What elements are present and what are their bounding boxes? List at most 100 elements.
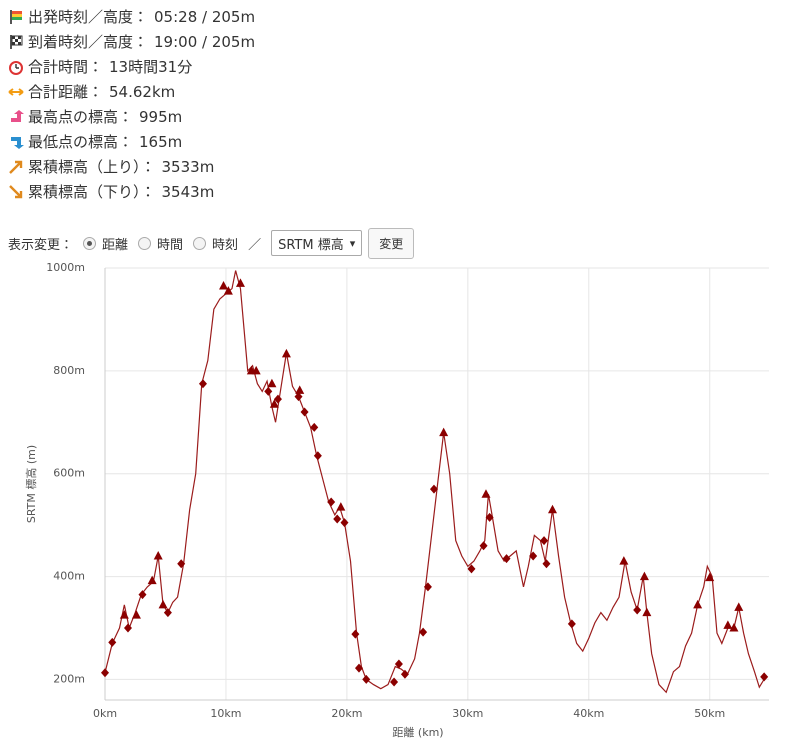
value: 3533m: [161, 157, 215, 176]
label: 合計距離：: [28, 83, 104, 101]
triangle-marker: [158, 599, 168, 609]
triangle-marker: [439, 427, 449, 437]
diamond-marker: [264, 386, 273, 396]
triangle-marker: [219, 281, 229, 290]
radio[interactable]: [138, 236, 152, 250]
diamond-marker: [177, 559, 186, 569]
x-tick-label: 10km: [210, 707, 241, 720]
triangle-marker: [693, 599, 703, 609]
triangle-marker: [281, 348, 291, 358]
start-icon: [10, 9, 22, 24]
diamond-marker: [542, 559, 551, 569]
descent-icon: [9, 184, 23, 198]
y-axis-title: SRTM 標高 (m): [24, 445, 38, 523]
label: 累積標高（下り）：: [28, 183, 156, 201]
value: 13時間31分: [109, 58, 193, 76]
diamond-marker: [300, 407, 309, 417]
radio[interactable]: [193, 236, 207, 250]
radio-label[interactable]: 時刻: [212, 237, 239, 253]
diamond-marker: [340, 518, 349, 528]
diamond-marker: [294, 392, 303, 402]
diamond-marker: [419, 627, 428, 637]
diamond-marker: [390, 677, 399, 687]
triangle-marker: [119, 610, 129, 619]
diamond-marker: [163, 608, 172, 618]
y-tick-label: 600m: [53, 467, 85, 480]
value: 995m: [139, 107, 183, 126]
triangle-marker: [642, 607, 652, 617]
diamond-marker: [485, 512, 494, 522]
diamond-marker: [479, 541, 488, 551]
summary-row: 最低点の標高： 165m: [8, 129, 255, 154]
diamond-marker: [760, 672, 769, 682]
distance-icon: [8, 87, 24, 96]
triangle-marker: [235, 278, 245, 287]
summary-row: 累積標高（下り）： 3543m: [8, 179, 255, 204]
diamond-marker: [327, 497, 336, 507]
triangle-marker: [147, 575, 157, 585]
x-tick-label: 50km: [694, 707, 725, 720]
diamond-marker: [540, 536, 549, 546]
triangle-marker: [619, 556, 629, 565]
radio-label[interactable]: 距離: [102, 237, 129, 253]
diamond-marker: [273, 394, 282, 404]
button[interactable]: 変更: [368, 227, 415, 259]
summary-row: 出発時刻／高度： 05:28 / 205m: [8, 4, 255, 29]
chart: 距離 (km) SRTM 標高 (m) 200m 400m 600m 800m 1000…: [24, 261, 769, 739]
controls-label: 表示変更：: [8, 237, 74, 253]
radio-label[interactable]: 時間: [157, 237, 184, 253]
triangle-marker: [251, 365, 261, 375]
label: 最低点の標高：: [28, 133, 134, 151]
diamond-marker: [567, 619, 576, 629]
goal-icon: [10, 34, 23, 49]
diamond-marker: [423, 582, 432, 592]
summary-row: 最高点の標高： 995m: [8, 104, 255, 129]
diamond-marker: [467, 564, 476, 574]
summary-row: 合計距離： 54.62km: [8, 79, 255, 104]
y-tick-label: 800m: [53, 364, 85, 377]
diamond-marker: [138, 590, 147, 600]
diamond-marker: [310, 422, 319, 432]
diamond-marker: [400, 669, 409, 679]
select[interactable]: SRTM 標高: [271, 230, 363, 256]
elevation-line: [104, 270, 767, 694]
diamond-marker: [351, 629, 360, 639]
display-controls: 表示変更： 距離 時間 時刻 ／ SRTM 標高 変更: [8, 227, 415, 259]
diamond-marker: [101, 668, 109, 678]
diamond-marker: [354, 663, 363, 673]
summary-row: 合計時間： 13時間31分: [8, 54, 255, 79]
radio[interactable]: [83, 236, 97, 250]
y-tick-label: 1000m: [46, 261, 85, 274]
diamond-marker: [394, 659, 403, 669]
separator: ／: [248, 237, 262, 253]
diamond-marker: [633, 605, 642, 615]
clock-icon: [9, 60, 23, 75]
value: 54.62km: [109, 82, 176, 101]
diamond-marker: [123, 623, 132, 633]
triangle-marker: [269, 399, 279, 408]
value: 05:28 / 205m: [154, 7, 256, 26]
x-tick-label: 40km: [573, 707, 604, 720]
summary-row: 累積標高（上り）： 3533m: [8, 154, 255, 179]
diamond-marker: [502, 554, 511, 564]
triangle-marker: [734, 602, 744, 611]
triangle-marker: [131, 610, 141, 619]
value: 165m: [139, 132, 183, 151]
lowest-icon: [11, 134, 24, 149]
diamond-marker: [108, 637, 117, 647]
triangle-marker: [705, 572, 715, 582]
ascent-icon: [9, 160, 23, 174]
diamond-marker: [362, 674, 371, 684]
triangle-marker: [336, 502, 346, 511]
diamond-marker: [429, 484, 438, 494]
triangle-marker: [153, 551, 163, 560]
diamond-marker: [198, 379, 207, 389]
triangle-marker: [223, 286, 233, 295]
x-tick-label: 30km: [452, 707, 483, 720]
value: 19:00 / 205m: [154, 32, 256, 51]
diamond-marker: [529, 551, 538, 561]
triangle-marker: [639, 571, 649, 581]
summary: 出発時刻／高度： 05:28 / 205m 到着時刻／高度： 19:00 / 205…: [8, 4, 255, 204]
triangle-marker: [548, 504, 558, 514]
